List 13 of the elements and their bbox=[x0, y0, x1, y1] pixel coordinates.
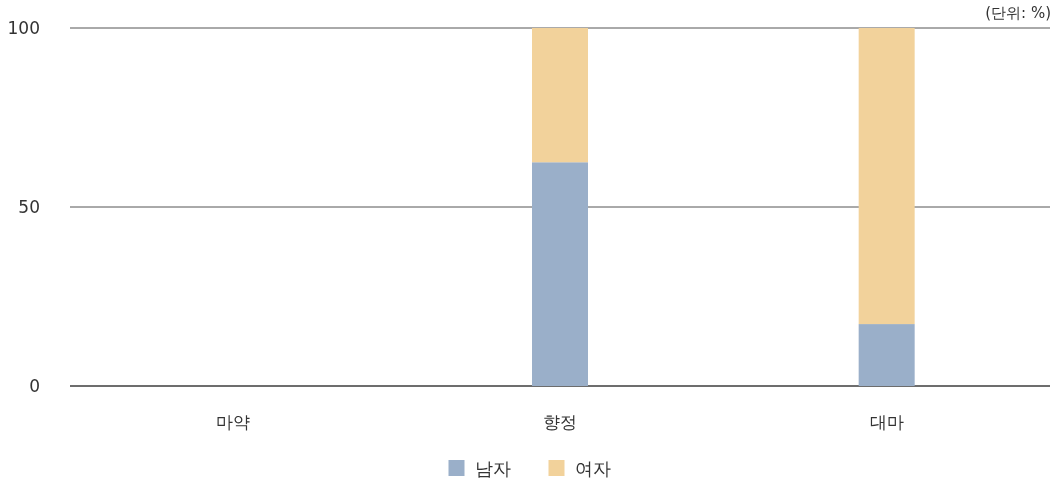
bar bbox=[858, 28, 915, 325]
y-tick-label: 0 bbox=[29, 376, 40, 396]
x-tick-label: 마약 bbox=[216, 412, 251, 432]
y-tick-label: 50 bbox=[18, 197, 40, 217]
bar bbox=[858, 324, 915, 386]
x-tick-label: 대마 bbox=[869, 412, 904, 432]
bar bbox=[532, 162, 588, 386]
text: (단위: %) bbox=[985, 4, 1051, 22]
legend-label: 여자 bbox=[574, 458, 611, 479]
legend-label: 남자 bbox=[474, 458, 511, 479]
y-tick-label: 100 bbox=[7, 18, 40, 38]
x-tick-label: 향정 bbox=[543, 412, 577, 432]
bar bbox=[532, 28, 588, 163]
